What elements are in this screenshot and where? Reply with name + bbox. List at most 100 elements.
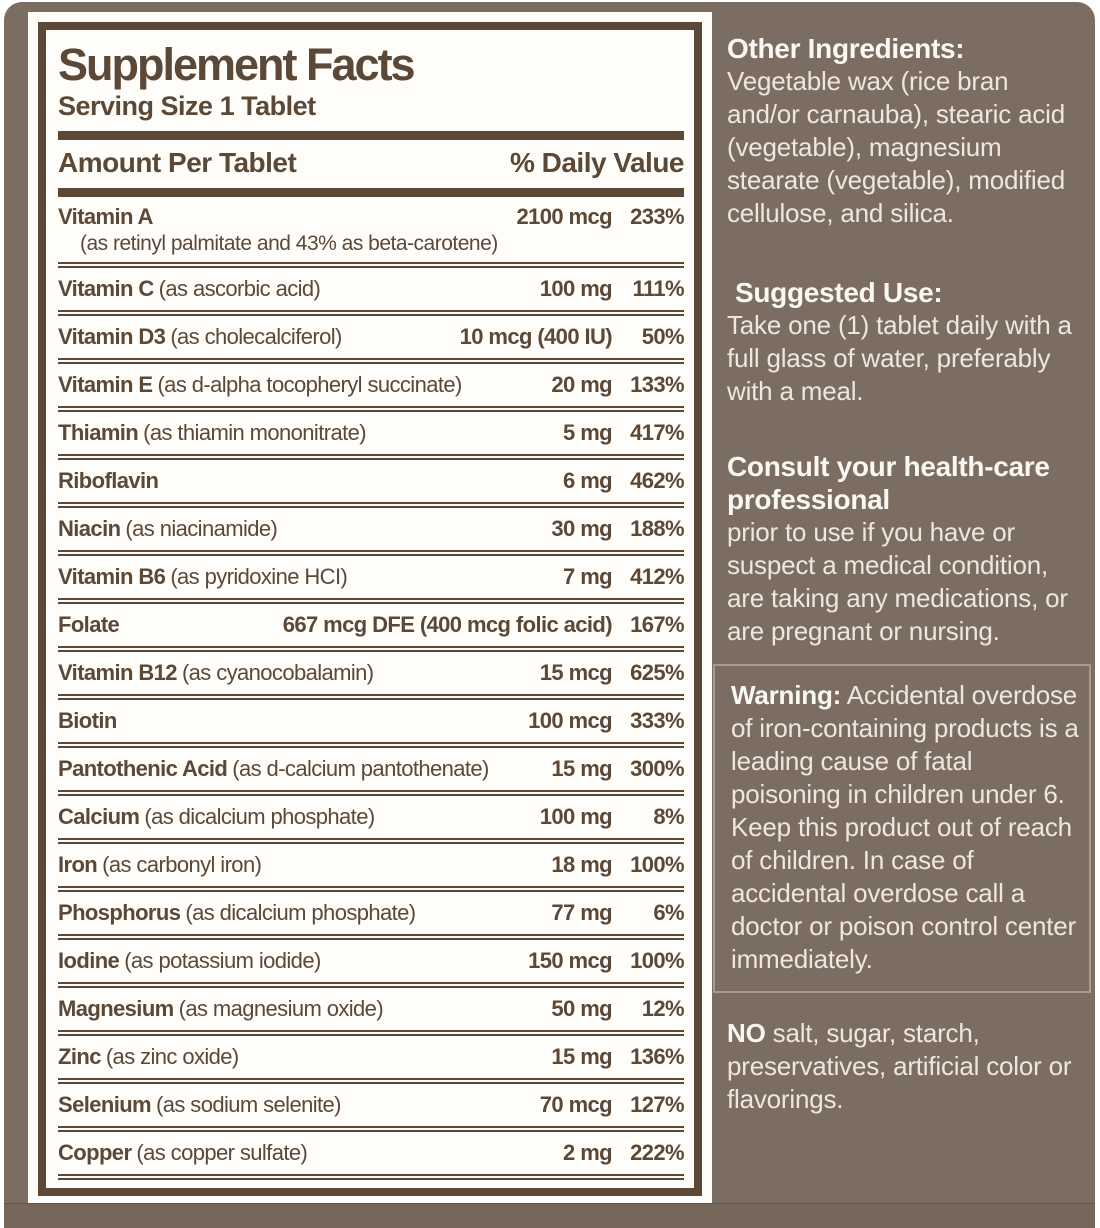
- nutrient-amount: 30 mg: [551, 515, 612, 541]
- nutrient-name: Selenium: [58, 1091, 152, 1117]
- nutrient-form: (as carbonyl iron): [102, 851, 262, 877]
- warning-text: Warning: Accidental overdose of iron-con…: [731, 679, 1079, 976]
- no-claims-section: NO salt, sugar, starch, preservatives, a…: [727, 1017, 1079, 1116]
- table-row: Thiamin (as thiamin mononitrate) 5 mg 417…: [58, 412, 685, 460]
- nutrient-daily-value: 333%: [630, 707, 684, 733]
- table-header: Amount Per Tablet % Daily Value: [58, 140, 685, 188]
- nutrient-daily-value: 167%: [630, 611, 684, 637]
- table-row: Manganese (as manganese sulfate) 5 mg 217…: [58, 1180, 685, 1189]
- nutrient-amount: 10 mcg (400 IU): [459, 323, 613, 349]
- other-ingredients-section: Other Ingredients: Vegetable wax (rice b…: [727, 32, 1079, 230]
- nutrient-name: Copper: [58, 1139, 132, 1165]
- nutrient-daily-value: 100%: [630, 851, 684, 877]
- nutrient-name: Iodine: [58, 947, 120, 973]
- nutrient-form: (as magnesium oxide): [178, 995, 384, 1021]
- nutrient-name: Manganese: [58, 1188, 173, 1189]
- nutrient-name: Calcium: [58, 803, 140, 829]
- nutrient-amount: 100 mcg: [528, 707, 612, 733]
- nutrient-daily-value: 111%: [632, 275, 685, 301]
- suggested-use-body: Take one (1) tablet daily with a full gl…: [727, 310, 1072, 406]
- nutrient-form: (as sodium selenite): [156, 1091, 341, 1117]
- nutrient-daily-value: 222%: [630, 1139, 684, 1165]
- nutrient-form: (as dicalcium phosphate): [185, 899, 416, 925]
- nutrient-amount: 15 mg: [551, 1043, 612, 1069]
- nutrient-form: (as cholecalciferol): [170, 323, 342, 349]
- warning-heading: Warning:: [731, 680, 842, 710]
- table-row: Vitamin A 2100 mcg 233% (as retinyl palm…: [58, 197, 685, 268]
- nutrient-name: Vitamin E: [58, 371, 153, 397]
- supplement-facts-panel: Supplement Facts Serving Size 1 Tablet A…: [28, 12, 712, 1206]
- nutrient-name: Vitamin A: [58, 203, 153, 229]
- no-claims-text: NO salt, sugar, starch, preservatives, a…: [727, 1017, 1079, 1116]
- table-row: Niacin (as niacinamide) 30 mg 188%: [58, 508, 685, 556]
- nutrient-name: Zinc: [58, 1043, 101, 1069]
- nutrient-form: (as manganese sulfate): [177, 1188, 394, 1189]
- nutrient-daily-value: 6%: [653, 899, 684, 925]
- table-row: Iodine (as potassium iodide) 150 mcg 100%: [58, 940, 685, 988]
- nutrient-name: Biotin: [58, 707, 117, 733]
- nutrient-daily-value: 412%: [630, 563, 684, 589]
- divider-bar: [58, 187, 684, 197]
- no-claims-heading: NO: [727, 1018, 766, 1048]
- warning-body: Accidental overdose of iron-containing p…: [731, 680, 1079, 974]
- table-row: Vitamin B12 (as cyanocobalamin) 15 mcg 62…: [58, 652, 685, 700]
- nutrient-name: Iron: [58, 851, 98, 877]
- column-header-daily-value: % Daily Value: [509, 146, 685, 178]
- nutrient-form: (as cyanocobalamin): [181, 659, 374, 685]
- table-row: Riboflavin 6 mg 462%: [58, 460, 685, 508]
- nutrient-amount: 6 mg: [563, 467, 613, 493]
- nutrient-name: Thiamin: [58, 419, 139, 445]
- nutrient-form: (as thiamin mononitrate): [143, 419, 366, 445]
- divider-bar: [58, 130, 684, 140]
- label-bottom-band: [4, 1203, 1095, 1228]
- table-row: Vitamin D3 (as cholecalciferol) 10 mcg (4…: [58, 316, 685, 364]
- nutrient-name: Vitamin B12: [58, 659, 178, 685]
- nutrient-daily-value: 233%: [630, 203, 684, 229]
- table-row: Zinc (as zinc oxide) 15 mg 136%: [58, 1036, 685, 1084]
- consult-section: Consult your health-care professional pr…: [727, 450, 1079, 648]
- table-row: Folate 667 mcg DFE (400 mcg folic acid) …: [58, 604, 685, 652]
- nutrient-amount: 100 mg: [539, 275, 613, 301]
- nutrient-amount: 7 mg: [563, 563, 613, 589]
- nutrient-table: Vitamin A 2100 mcg 233% (as retinyl palm…: [58, 197, 685, 1189]
- nutrient-daily-value: 8%: [653, 803, 684, 829]
- nutrient-amount: 150 mcg: [528, 947, 612, 973]
- serving-size: Serving Size 1 Tablet: [58, 90, 316, 121]
- nutrient-daily-value: 217%: [618, 1188, 684, 1189]
- nutrient-form: (as d-calcium pantothenate): [232, 755, 489, 781]
- table-row: Phosphorus (as dicalcium phosphate) 77 mg…: [58, 892, 685, 940]
- nutrient-form: (as zinc oxide): [105, 1043, 239, 1069]
- facts-title: Supplement Facts: [58, 39, 416, 90]
- table-row: Biotin 100 mcg 333%: [58, 700, 685, 748]
- table-row: Iron (as carbonyl iron) 18 mg 100%: [58, 844, 685, 892]
- nutrient-name: Pantothenic Acid: [58, 755, 228, 781]
- nutrient-daily-value: 625%: [630, 659, 684, 685]
- nutrient-form: (as dicalcium phosphate): [144, 803, 375, 829]
- nutrient-daily-value: 300%: [630, 755, 684, 781]
- other-ingredients-body: Vegetable wax (rice bran and/or carnauba…: [727, 66, 1065, 228]
- nutrient-form: (as d-alpha tocopheryl succinate): [157, 371, 462, 397]
- supplement-facts-border: Supplement Facts Serving Size 1 Tablet A…: [38, 22, 702, 1196]
- nutrient-form: (as niacinamide): [125, 515, 278, 541]
- nutrient-daily-value: 127%: [630, 1091, 684, 1117]
- table-row: Vitamin B6 (as pyridoxine HCI) 7 mg 412%: [58, 556, 685, 604]
- nutrient-daily-value: 188%: [630, 515, 684, 541]
- suggested-use-section: Suggested Use: Take one (1) tablet daily…: [727, 276, 1079, 408]
- nutrient-amount: 20 mg: [551, 371, 612, 397]
- nutrient-sub-form: (as retinyl palmitate and 43% as beta-ca…: [80, 231, 498, 255]
- nutrient-amount: 15 mg: [551, 755, 612, 781]
- table-row: Selenium (as sodium selenite) 70 mcg 127%: [58, 1084, 685, 1132]
- nutrient-form: (as pyridoxine HCI): [170, 563, 348, 589]
- table-row: Vitamin C (as ascorbic acid) 100 mg 111%: [58, 268, 685, 316]
- other-ingredients-heading: Other Ingredients:: [727, 33, 965, 64]
- label-background: Supplement Facts Serving Size 1 Tablet A…: [4, 2, 1095, 1228]
- no-claims-body: salt, sugar, starch, preservatives, arti…: [727, 1018, 1072, 1114]
- table-row: Copper (as copper sulfate) 2 mg 222%: [58, 1132, 685, 1180]
- nutrient-amount: 70 mcg: [539, 1091, 613, 1117]
- column-header-amount: Amount Per Tablet: [58, 146, 297, 178]
- nutrient-amount: 667 mcg DFE (400 mcg folic acid): [282, 611, 613, 637]
- nutrient-daily-value: 50%: [641, 323, 685, 349]
- nutrient-daily-value: 133%: [630, 371, 684, 397]
- nutrient-name: Magnesium: [58, 995, 174, 1021]
- nutrient-amount: 2 mg: [563, 1139, 613, 1165]
